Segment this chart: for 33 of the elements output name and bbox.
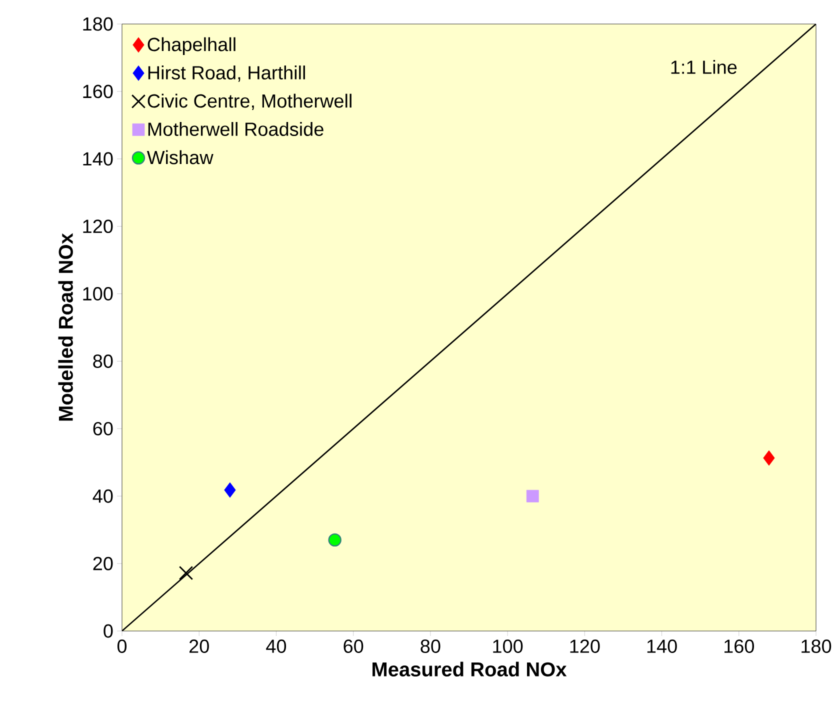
point [224, 482, 236, 498]
legend-label: Chapelhall [148, 37, 236, 55]
x-tick-label: 20 [190, 640, 209, 653]
legend-label: Wishaw [146, 150, 214, 164]
point [526, 490, 539, 502]
x-tick-label: 40 [266, 640, 286, 653]
point [328, 533, 342, 547]
y-tick-label: 160 [83, 84, 113, 98]
x-tick-label: 100 [493, 640, 523, 653]
point [178, 566, 194, 580]
y-tick-label: 0 [104, 624, 113, 638]
x-axis-title: Measured Road NOx [372, 662, 567, 677]
y-tick-label: 20 [93, 556, 113, 570]
y-tick-label: 140 [83, 152, 113, 166]
legend-label: Motherwell Roadside [148, 122, 324, 136]
x-tick-label: 0 [117, 640, 127, 653]
x-tick-label: 60 [344, 640, 364, 653]
legend-label: Civic Centre, Motherwell [148, 94, 352, 110]
legend-label: Hirst Road, Harthill [148, 66, 305, 82]
y-tick-label: 120 [83, 220, 113, 234]
x-tick-label: 80 [420, 640, 440, 653]
series-label: 1:1 Line [671, 60, 737, 74]
y-tick-label: 80 [93, 354, 113, 368]
y-tick-label: 180 [83, 17, 113, 31]
x-tick-label: 160 [724, 640, 754, 653]
y-tick-label: 100 [83, 287, 113, 301]
x-tick-label: 140 [647, 640, 677, 653]
y-tick-label: 40 [92, 489, 113, 503]
y-tick-label: 60 [93, 422, 113, 436]
x-tick-label: 180 [802, 640, 832, 653]
x-tick-label: 120 [570, 640, 600, 653]
point [763, 450, 775, 466]
y-axis-title: Modelled Road NOx [58, 233, 73, 421]
